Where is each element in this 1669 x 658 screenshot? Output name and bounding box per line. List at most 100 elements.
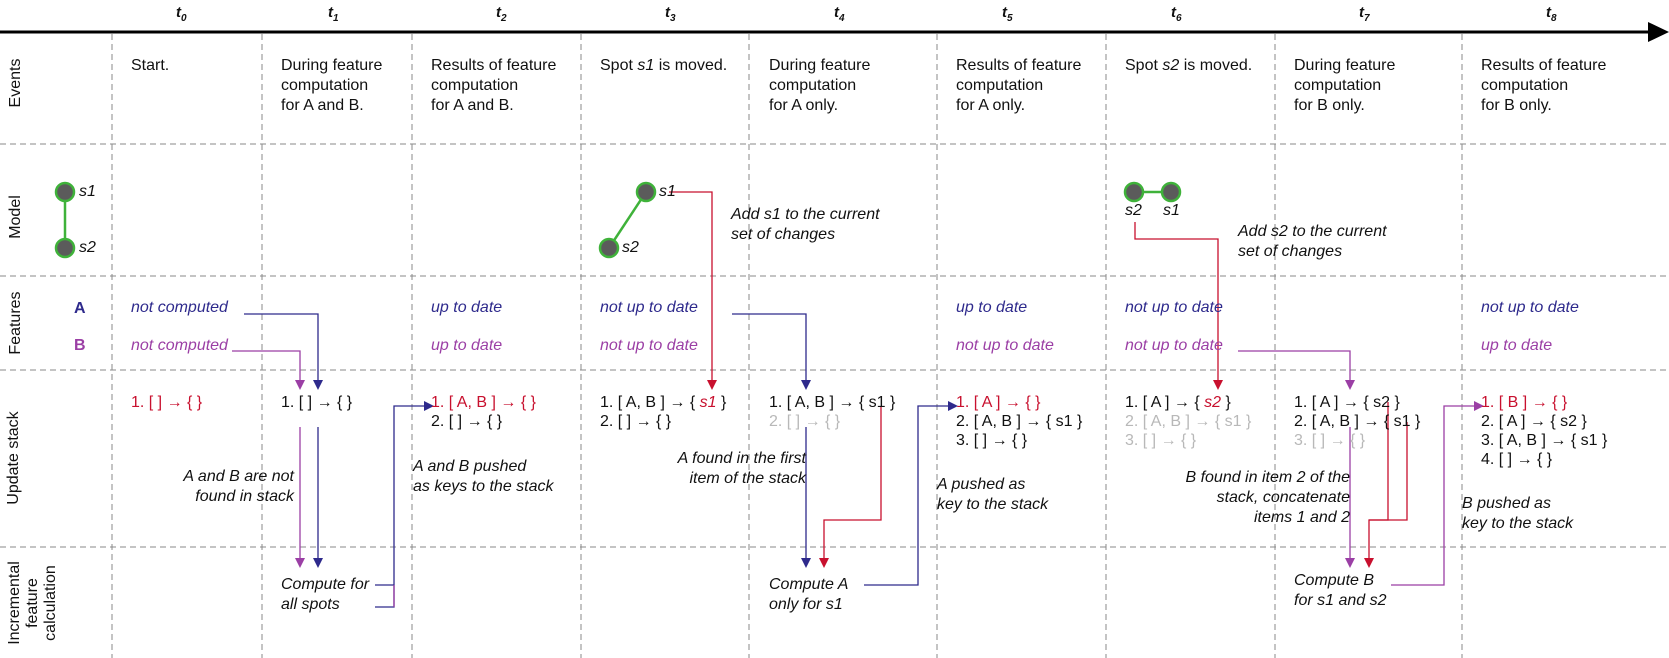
note-t2: A and B pushed as keys to the stack — [413, 458, 554, 495]
stack-t2-item1: 1. [ A, B ] → { } — [431, 394, 536, 411]
arrow-concat-s1-t7 — [1369, 422, 1408, 521]
feature-label-a: A — [74, 300, 86, 317]
spot-s1-node — [635, 181, 657, 203]
feature-a-t0: not computed — [131, 299, 228, 316]
tick-t6: t6 — [1171, 4, 1182, 24]
stack-t7-item1: 1. [ A ] → { s2 } — [1294, 394, 1400, 411]
feature-b-t0: not computed — [131, 337, 228, 354]
feature-b-t2: up to date — [431, 337, 503, 354]
event-t3-spot: s1 — [637, 57, 655, 74]
stack-t4-item2: 2. [ ] → { } — [769, 413, 841, 430]
arrow-s2-change-t6 — [1134, 222, 1223, 390]
event-t6: Spot s2 is moved. — [1125, 57, 1253, 74]
stack-t8-item3: 3. [ A, B ] → { s1 } — [1481, 432, 1608, 449]
row-label-model: Model — [7, 195, 24, 239]
tick-t1: t1 — [328, 4, 339, 24]
row-label-events: Events — [7, 58, 24, 108]
stack-t8-item2: 2. [ A ] → { s2 } — [1481, 413, 1587, 430]
event-t0: Start. — [131, 57, 170, 74]
row-label-incremental: Incremental feature calculation — [6, 561, 59, 645]
model-t3-s2-label: s2 — [622, 239, 639, 256]
stack-t0-item1: 1. [ ] → { } — [131, 394, 203, 411]
compute-t7: Compute B for s1 and s2 — [1294, 572, 1387, 609]
arrow-b-to-stack-t7 — [1238, 350, 1355, 390]
note-t8: B pushed as key to the stack — [1462, 495, 1574, 532]
feature-a-t2: up to date — [431, 299, 503, 316]
event-t5: Results of feature computation for A onl… — [956, 57, 1082, 114]
arrow-s1-to-compute-t4 — [819, 406, 882, 568]
note-t5: A pushed as key to the stack — [937, 476, 1049, 513]
arrow-compute-to-stack-t7 — [1391, 401, 1484, 586]
model-note-t3: Add s1 to the current set of changes — [731, 206, 880, 243]
note-t3: A found in the first item of the stack — [677, 450, 806, 487]
feature-b-t8: up to date — [1481, 337, 1553, 354]
arrow-b-to-stack-t1 — [232, 350, 305, 390]
arrow-a-to-stack-t1 — [244, 313, 323, 390]
tick-t4: t4 — [834, 4, 845, 24]
tick-t8: t8 — [1546, 4, 1557, 24]
stack-t4-item1: 1. [ A, B ] → { s1 } — [769, 394, 896, 411]
event-t4: During feature computation for A only. — [769, 57, 871, 114]
stack-t6-item1: 1. [ A ] → { s2 } — [1125, 394, 1231, 411]
model-graph-t3 — [598, 181, 657, 259]
event-t7: During feature computation for B only. — [1294, 57, 1396, 114]
model-t0-s1-label: s1 — [79, 183, 96, 200]
tick-t7: t7 — [1359, 4, 1370, 24]
tick-t0: t0 — [176, 4, 187, 24]
event-t6-spot: s2 — [1162, 57, 1180, 74]
stack-t7-item3: 3. [ ] → { } — [1294, 432, 1366, 449]
stack-t5-item2: 2. [ A, B ] → { s1 } — [956, 413, 1083, 430]
feature-b-t5: not up to date — [956, 337, 1054, 354]
stack-t6-item3: 3. [ ] → { } — [1125, 432, 1197, 449]
tick-t5: t5 — [1002, 4, 1013, 24]
arrow-a-to-stack-t4 — [732, 313, 811, 390]
feature-a-t5: up to date — [956, 299, 1028, 316]
stack-t7-item2: 2. [ A, B ] → { s1 } — [1294, 413, 1421, 430]
tick-t3: t3 — [665, 4, 676, 24]
stack-t5-item1: 1. [ A ] → { } — [956, 394, 1041, 411]
feature-a-t6: not up to date — [1125, 299, 1223, 316]
event-t1: During feature computation for A and B. — [281, 57, 383, 114]
spot-s1-node — [1160, 181, 1182, 203]
model-graph-t0 — [54, 181, 76, 259]
note-t1: A and B are not found in stack — [183, 468, 294, 505]
arrow-s1-change-t3 — [669, 191, 717, 390]
stack-t3-item1: 1. [ A, B ] → { s1 } — [600, 394, 727, 411]
model-t6-s2-label: s2 — [1125, 202, 1142, 219]
stack-t3-item2: 2. [ ] → { } — [600, 413, 672, 430]
arrow-compute-to-stack-t1 — [375, 401, 434, 608]
model-note-t6: Add s2 to the current set of changes — [1238, 223, 1387, 260]
stack-t6-item2: 2. [ A, B ] → { s1 } — [1125, 413, 1252, 430]
row-label-update-stack: Update stack — [5, 411, 22, 505]
feature-b-t6: not up to date — [1125, 337, 1223, 354]
spot-s2-node — [1123, 181, 1145, 203]
event-t3: Spot s1 is moved. — [600, 57, 728, 74]
timeline-arrowhead — [1648, 22, 1669, 42]
event-t8: Results of feature computation for B onl… — [1481, 57, 1607, 114]
row-dividers — [0, 143, 1669, 548]
spot-s1-node — [54, 181, 76, 203]
feature-label-b: B — [74, 337, 86, 354]
model-t0-s2-label: s2 — [79, 239, 96, 256]
compute-t1: Compute for all spots — [281, 576, 370, 613]
note-t7: B found in item 2 of the stack, concaten… — [1185, 469, 1350, 526]
stack-t8-item1: 1. [ B ] → { } — [1481, 394, 1568, 411]
model-graph-t6 — [1123, 181, 1182, 203]
stack-t2-item2: 2. [ ] → { } — [431, 413, 503, 430]
model-t6-s1-label: s1 — [1163, 202, 1180, 219]
stack-t1-item1: 1. [ ] → { } — [281, 394, 353, 411]
compute-t4: Compute A only for s1 — [769, 576, 849, 613]
stack-t8-item4: 4. [ ] → { } — [1481, 451, 1553, 468]
event-t2: Results of feature computation for A and… — [431, 57, 557, 114]
feature-b-t3: not up to date — [600, 337, 698, 354]
spot-s2-node — [598, 237, 620, 259]
arrow-compute-to-stack-t4 — [864, 401, 958, 586]
feature-a-t8: not up to date — [1481, 299, 1579, 316]
model-t3-s1-label: s1 — [659, 183, 676, 200]
feature-a-t3: not up to date — [600, 299, 698, 316]
row-label-features: Features — [7, 291, 24, 355]
stack-t5-item3: 3. [ ] → { } — [956, 432, 1028, 449]
tick-t2: t2 — [496, 4, 507, 24]
